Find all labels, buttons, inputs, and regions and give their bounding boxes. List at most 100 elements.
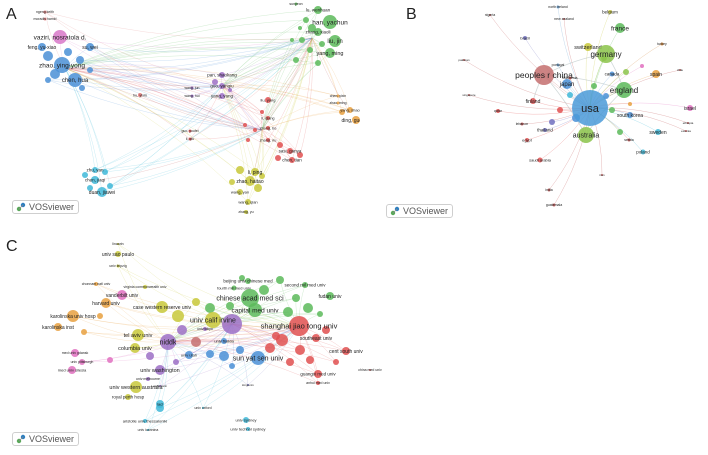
network-node[interactable] xyxy=(94,282,98,286)
network-node[interactable] xyxy=(97,313,103,319)
network-node[interactable] xyxy=(115,251,121,257)
network-node[interactable] xyxy=(138,93,142,97)
network-node[interactable] xyxy=(315,60,321,66)
author-liu-jin[interactable]: liu, jin xyxy=(327,35,343,47)
network-node[interactable] xyxy=(117,290,127,300)
network-node[interactable] xyxy=(601,174,603,176)
network-node[interactable] xyxy=(530,98,536,104)
network-node[interactable] xyxy=(578,127,594,143)
country-switzerland[interactable]: switzerland xyxy=(574,43,602,51)
country-canada[interactable]: canada xyxy=(605,71,620,77)
network-node[interactable] xyxy=(293,57,299,63)
network-node[interactable] xyxy=(316,381,320,385)
country-singapore[interactable]: singapore xyxy=(462,93,476,97)
network-node[interactable] xyxy=(283,307,293,317)
institution-univ-washington[interactable]: univ washington xyxy=(140,365,180,375)
author-yang-yang[interactable]: yang, yang xyxy=(211,93,234,99)
network-node[interactable] xyxy=(303,17,309,23)
author-network-map[interactable]: ngeng keith moradis hamid vaziri, nosratol… xyxy=(0,0,360,225)
network-node[interactable] xyxy=(185,351,193,359)
institution-med-univ-silesia[interactable]: med univ silesia xyxy=(58,366,87,374)
country-iran[interactable]: iran xyxy=(599,173,604,177)
network-node[interactable] xyxy=(325,48,335,58)
network-node[interactable] xyxy=(172,310,184,322)
author-feng-yu-xiao[interactable]: feng, yu-xiao xyxy=(28,43,57,51)
network-node[interactable] xyxy=(245,176,255,186)
author-chen-jiaqi[interactable]: chen, jiaqi xyxy=(85,176,105,184)
network-node[interactable] xyxy=(130,343,140,353)
network-node[interactable] xyxy=(295,345,305,355)
author-guo-yanqiu[interactable]: guo, yanqiu xyxy=(210,83,234,89)
country-france[interactable]: france xyxy=(611,23,629,33)
network-node[interactable] xyxy=(289,157,295,163)
network-node[interactable] xyxy=(302,282,308,288)
network-node[interactable] xyxy=(567,92,573,98)
network-node[interactable] xyxy=(241,289,259,307)
network-node[interactable] xyxy=(652,70,660,78)
country-south-korea[interactable]: south korea xyxy=(617,112,643,119)
country-serbia[interactable]: serbia xyxy=(624,138,634,142)
network-node[interactable] xyxy=(277,142,283,148)
network-node[interactable] xyxy=(190,94,194,98)
network-node[interactable] xyxy=(54,323,62,331)
network-node[interactable] xyxy=(244,210,248,214)
institution-univ-melbourne[interactable]: univ melbourne xyxy=(136,377,160,381)
author-zhang-nu[interactable]: zhang, nu xyxy=(260,138,277,142)
country-network-map[interactable]: nigeria north ireland belgium new zealand fr… xyxy=(380,0,708,225)
institution-tel-aviv-univ[interactable]: tel aviv univ xyxy=(124,329,153,341)
author-pan-shaokang[interactable]: pan, shaokang xyxy=(207,72,237,78)
network-node[interactable] xyxy=(616,82,632,98)
network-node[interactable] xyxy=(609,107,615,113)
network-node[interactable] xyxy=(91,176,99,184)
network-node[interactable] xyxy=(87,67,93,73)
network-node[interactable] xyxy=(468,94,470,96)
network-node[interactable] xyxy=(67,310,79,322)
institution-anhui-med-univ[interactable]: anhui med univ xyxy=(306,381,330,385)
network-node[interactable] xyxy=(628,102,632,106)
country-peoples-r-china[interactable]: peoples r china xyxy=(515,65,573,85)
network-node[interactable] xyxy=(525,138,529,142)
author-hu-yixin[interactable]: hu, yixin xyxy=(133,93,147,97)
network-node[interactable] xyxy=(45,77,51,83)
network-node[interactable] xyxy=(192,298,200,306)
network-node[interactable] xyxy=(306,356,314,364)
author-sunyeon[interactable]: sunyeon xyxy=(289,2,302,6)
country-usa[interactable]: usa xyxy=(572,90,608,126)
network-node[interactable] xyxy=(369,369,371,371)
network-node[interactable] xyxy=(173,359,179,365)
network-node[interactable] xyxy=(191,337,201,347)
institution-med-univ-gdansk[interactable]: med univ gdansk xyxy=(62,349,89,357)
network-node[interactable] xyxy=(43,17,47,21)
institution-shanghai-jiao-tong-univ[interactable]: shanghai jiao tong univ xyxy=(261,316,338,336)
author-chen-hua[interactable]: chen, hua xyxy=(62,73,89,87)
network-node[interactable] xyxy=(53,30,67,44)
network-node[interactable] xyxy=(272,332,280,340)
author-guo-youfei[interactable]: guo, youfei xyxy=(181,129,198,133)
network-node[interactable] xyxy=(190,86,194,90)
network-node[interactable] xyxy=(64,48,72,56)
network-node[interactable] xyxy=(329,35,341,47)
country-brazil[interactable]: brazil xyxy=(520,35,530,40)
network-node[interactable] xyxy=(685,130,687,132)
institution-columbia-univ[interactable]: columbia univ xyxy=(118,343,152,353)
author-chen-tian[interactable]: chen, tian xyxy=(282,157,302,163)
network-node[interactable] xyxy=(489,14,491,16)
network-node[interactable] xyxy=(155,365,165,375)
institution-univ-calif-irvine[interactable]: univ calif irvine xyxy=(190,312,236,328)
network-node[interactable] xyxy=(86,43,94,51)
country-india[interactable]: india xyxy=(545,188,552,192)
network-node[interactable] xyxy=(82,172,88,178)
country-new-zealand[interactable]: new zealand xyxy=(554,17,574,21)
country-australia[interactable]: australia xyxy=(573,127,600,143)
network-node[interactable] xyxy=(352,116,360,124)
network-node[interactable] xyxy=(276,276,284,284)
network-node[interactable] xyxy=(660,42,664,46)
author-zhang-bo[interactable]: zhang, bo xyxy=(260,126,277,130)
institution-karolinska-inst[interactable]: karolinska inst xyxy=(42,323,74,331)
network-node[interactable] xyxy=(537,157,543,163)
network-node[interactable] xyxy=(336,101,340,105)
author-zhang-yu[interactable]: zhang, yu xyxy=(238,210,254,214)
author-han-yachun[interactable]: han, yachun xyxy=(312,15,348,29)
country-spain[interactable]: spain xyxy=(650,70,662,78)
country-japan[interactable]: japan xyxy=(559,79,575,89)
